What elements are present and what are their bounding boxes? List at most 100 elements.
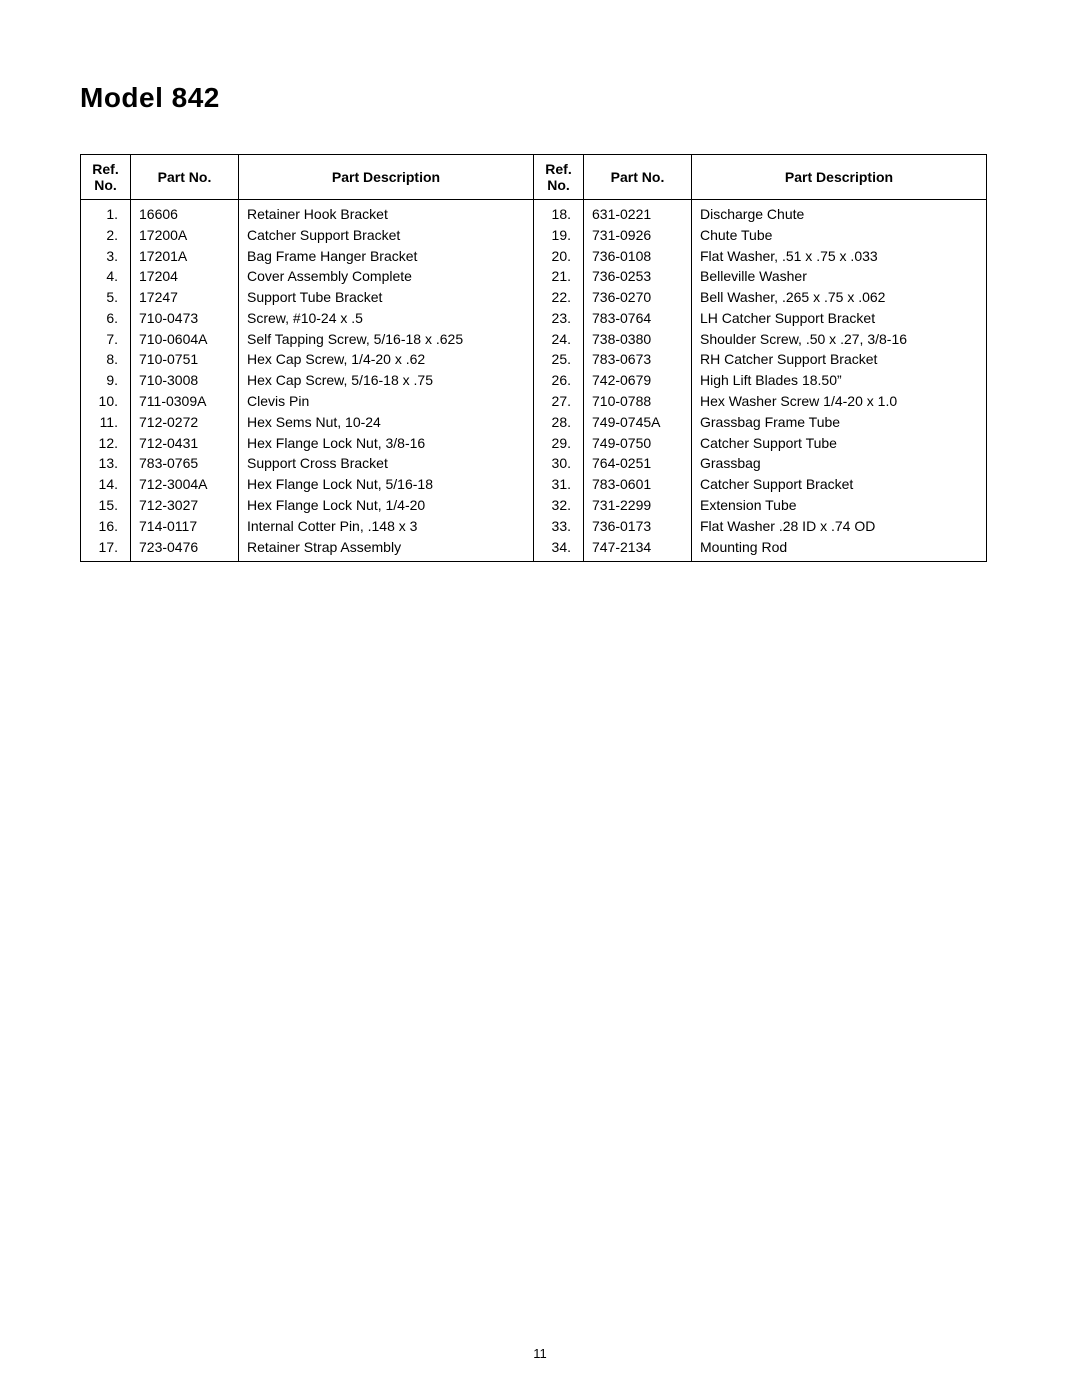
cell-part: 731-2299 — [584, 495, 692, 516]
cell-part: 712-3027 — [131, 495, 239, 516]
cell-desc: Retainer Strap Assembly — [239, 536, 534, 561]
table-row: 8.710-0751Hex Cap Screw, 1/4-20 x .6225.… — [81, 349, 987, 370]
cell-desc: Hex Sems Nut, 10-24 — [239, 411, 534, 432]
cell-desc: Hex Washer Screw 1/4-20 x 1.0 — [692, 391, 987, 412]
table-row: 6.710-0473Screw, #10-24 x .523.783-0764L… — [81, 308, 987, 329]
cell-ref: 21. — [534, 266, 584, 287]
cell-ref: 23. — [534, 308, 584, 329]
cell-desc: Support Tube Bracket — [239, 287, 534, 308]
table-row: 14.712-3004AHex Flange Lock Nut, 5/16-18… — [81, 474, 987, 495]
cell-ref: 20. — [534, 245, 584, 266]
cell-desc: Catcher Support Bracket — [692, 474, 987, 495]
cell-part: 16606 — [131, 200, 239, 225]
cell-part: 783-0765 — [131, 453, 239, 474]
cell-ref: 9. — [81, 370, 131, 391]
cell-part: 783-0673 — [584, 349, 692, 370]
cell-ref: 10. — [81, 391, 131, 412]
cell-part: 710-0473 — [131, 308, 239, 329]
cell-desc: Retainer Hook Bracket — [239, 200, 534, 225]
cell-part: 714-0117 — [131, 515, 239, 536]
cell-ref: 18. — [534, 200, 584, 225]
col-desc-header: Part Description — [692, 155, 987, 200]
cell-part: 710-3008 — [131, 370, 239, 391]
table-row: 16.714-0117Internal Cotter Pin, .148 x 3… — [81, 515, 987, 536]
col-ref-header: Ref.No. — [81, 155, 131, 200]
col-part-header: Part No. — [584, 155, 692, 200]
cell-part: 17204 — [131, 266, 239, 287]
cell-ref: 15. — [81, 495, 131, 516]
table-row: 3.17201ABag Frame Hanger Bracket20.736-0… — [81, 245, 987, 266]
cell-desc: Support Cross Bracket — [239, 453, 534, 474]
cell-ref: 34. — [534, 536, 584, 561]
cell-desc: Shoulder Screw, .50 x .27, 3/8-16 — [692, 328, 987, 349]
cell-part: 736-0108 — [584, 245, 692, 266]
cell-ref: 8. — [81, 349, 131, 370]
cell-ref: 22. — [534, 287, 584, 308]
table-header-row: Ref.No. Part No. Part Description Ref.No… — [81, 155, 987, 200]
cell-desc: Bell Washer, .265 x .75 x .062 — [692, 287, 987, 308]
table-row: 11.712-0272Hex Sems Nut, 10-2428.749-074… — [81, 411, 987, 432]
col-ref-header: Ref.No. — [534, 155, 584, 200]
cell-desc: LH Catcher Support Bracket — [692, 308, 987, 329]
cell-ref: 24. — [534, 328, 584, 349]
page-title: Model 842 — [80, 82, 1000, 114]
cell-part: 710-0788 — [584, 391, 692, 412]
cell-desc: Catcher Support Tube — [692, 432, 987, 453]
cell-ref: 13. — [81, 453, 131, 474]
cell-ref: 32. — [534, 495, 584, 516]
cell-desc: Extension Tube — [692, 495, 987, 516]
cell-part: 764-0251 — [584, 453, 692, 474]
cell-desc: Clevis Pin — [239, 391, 534, 412]
col-part-header: Part No. — [131, 155, 239, 200]
cell-desc: Flat Washer .28 ID x .74 OD — [692, 515, 987, 536]
cell-desc: Belleville Washer — [692, 266, 987, 287]
table-row: 7.710-0604ASelf Tapping Screw, 5/16-18 x… — [81, 328, 987, 349]
cell-ref: 11. — [81, 411, 131, 432]
table-row: 10.711-0309AClevis Pin27.710-0788Hex Was… — [81, 391, 987, 412]
cell-part: 747-2134 — [584, 536, 692, 561]
cell-part: 749-0750 — [584, 432, 692, 453]
table-row: 17.723-0476Retainer Strap Assembly34.747… — [81, 536, 987, 561]
table-row: 5.17247Support Tube Bracket22.736-0270Be… — [81, 287, 987, 308]
cell-part: 742-0679 — [584, 370, 692, 391]
cell-ref: 1. — [81, 200, 131, 225]
table-row: 4.17204Cover Assembly Complete21.736-025… — [81, 266, 987, 287]
table-row: 12.712-0431Hex Flange Lock Nut, 3/8-1629… — [81, 432, 987, 453]
cell-part: 710-0604A — [131, 328, 239, 349]
table-row: 13.783-0765Support Cross Bracket30.764-0… — [81, 453, 987, 474]
cell-desc: High Lift Blades 18.50” — [692, 370, 987, 391]
cell-desc: Hex Cap Screw, 5/16-18 x .75 — [239, 370, 534, 391]
cell-ref: 29. — [534, 432, 584, 453]
col-desc-header: Part Description — [239, 155, 534, 200]
cell-desc: Screw, #10-24 x .5 — [239, 308, 534, 329]
cell-ref: 27. — [534, 391, 584, 412]
cell-ref: 16. — [81, 515, 131, 536]
cell-part: 631-0221 — [584, 200, 692, 225]
cell-part: 712-3004A — [131, 474, 239, 495]
cell-ref: 7. — [81, 328, 131, 349]
cell-desc: Discharge Chute — [692, 200, 987, 225]
cell-part: 731-0926 — [584, 224, 692, 245]
cell-ref: 25. — [534, 349, 584, 370]
cell-desc: Chute Tube — [692, 224, 987, 245]
cell-part: 736-0253 — [584, 266, 692, 287]
cell-part: 736-0173 — [584, 515, 692, 536]
cell-desc: RH Catcher Support Bracket — [692, 349, 987, 370]
cell-part: 736-0270 — [584, 287, 692, 308]
cell-desc: Grassbag Frame Tube — [692, 411, 987, 432]
table-row: 15.712-3027Hex Flange Lock Nut, 1/4-2032… — [81, 495, 987, 516]
cell-desc: Hex Cap Screw, 1/4-20 x .62 — [239, 349, 534, 370]
page-number: 11 — [0, 1346, 1080, 1361]
cell-part: 17200A — [131, 224, 239, 245]
cell-part: 17201A — [131, 245, 239, 266]
cell-ref: 12. — [81, 432, 131, 453]
cell-desc: Grassbag — [692, 453, 987, 474]
cell-ref: 31. — [534, 474, 584, 495]
cell-part: 723-0476 — [131, 536, 239, 561]
parts-table: Ref.No. Part No. Part Description Ref.No… — [80, 154, 987, 562]
cell-part: 710-0751 — [131, 349, 239, 370]
cell-part: 711-0309A — [131, 391, 239, 412]
cell-part: 749-0745A — [584, 411, 692, 432]
cell-ref: 33. — [534, 515, 584, 536]
cell-ref: 6. — [81, 308, 131, 329]
